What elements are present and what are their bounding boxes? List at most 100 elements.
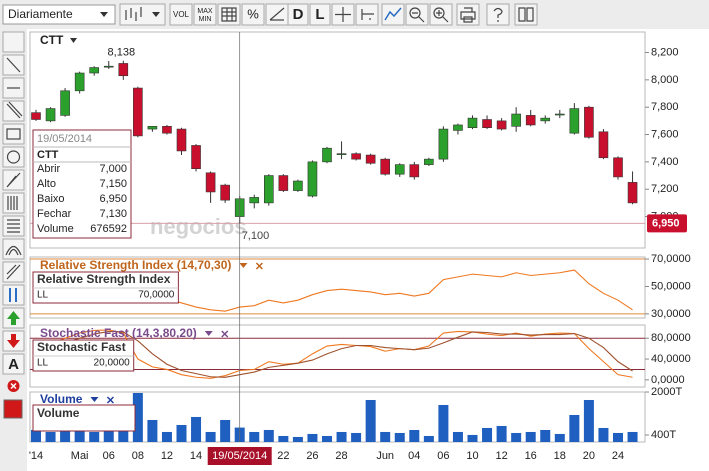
percent-button[interactable]	[241, 3, 265, 26]
candle-body	[336, 153, 347, 155]
candle-body	[525, 115, 536, 126]
legend-row-label: LL	[37, 358, 49, 369]
menu-arrow[interactable]	[204, 331, 213, 336]
chart-type-button[interactable]	[119, 3, 166, 26]
candle-body	[263, 175, 274, 204]
text-button[interactable]	[2, 353, 25, 375]
volume-bar	[511, 432, 522, 442]
close-icon[interactable]	[221, 330, 229, 338]
volume-bar	[132, 392, 143, 442]
icon	[384, 7, 402, 21]
tooltip: 19/05/2014 CTT Abrir 7,000 Alto 7,150 Baixo 6,9…	[32, 129, 132, 239]
y-tick-label: 30,0000	[651, 308, 691, 320]
x-tick-label: 20	[583, 450, 595, 462]
icon	[221, 7, 237, 22]
tool-button[interactable]	[2, 31, 25, 53]
volume-bar	[31, 429, 41, 442]
last-price-label: 6,950	[652, 217, 680, 229]
tool-button[interactable]	[2, 123, 25, 145]
candle-body	[45, 108, 56, 122]
icon	[269, 7, 285, 21]
last-price-box	[647, 214, 687, 233]
y-tick-label: 2000T	[651, 386, 682, 398]
zoom-in-button[interactable]	[429, 3, 453, 26]
volume-bar	[569, 414, 580, 442]
volume-bar	[627, 431, 638, 442]
zoom-out-button[interactable]	[405, 3, 429, 26]
x-tick-label: 18	[554, 450, 566, 462]
y-tick-label: 8,200	[651, 46, 679, 58]
print-button[interactable]	[456, 3, 480, 26]
volume-bar	[263, 429, 274, 442]
volume-bar	[540, 429, 551, 442]
l-button[interactable]	[309, 3, 331, 26]
icon	[7, 311, 20, 325]
candle-body	[365, 154, 376, 164]
volume-bar	[452, 431, 463, 442]
volume-bar	[176, 424, 187, 442]
y-tick-label: 7,800	[651, 101, 679, 113]
menu-arrow[interactable]	[90, 397, 99, 402]
panel	[29, 31, 646, 249]
x-tick-label: 10	[466, 450, 478, 462]
tooltip-box	[32, 129, 132, 239]
max-label: 8,138	[108, 47, 136, 59]
icon	[518, 7, 534, 22]
tool-button[interactable]	[2, 284, 25, 306]
close-icon[interactable]	[255, 262, 263, 270]
indicator-line	[35, 330, 633, 378]
close-icon[interactable]	[106, 396, 114, 404]
icon	[152, 12, 160, 17]
book-button[interactable]	[514, 3, 538, 26]
color-button[interactable]	[3, 399, 23, 419]
volume-bar	[60, 426, 71, 442]
icon	[361, 9, 374, 20]
icon	[7, 196, 18, 210]
tooltip-row-label: Volume	[37, 223, 74, 235]
tool-button[interactable]	[2, 215, 25, 237]
volume-bar	[220, 419, 231, 442]
volume-bar	[351, 432, 362, 442]
volume-bar	[205, 431, 216, 442]
x-tick-label: Jun	[376, 450, 394, 462]
grid-button[interactable]	[217, 3, 241, 26]
candle-body	[31, 112, 41, 120]
candle-body	[394, 164, 405, 175]
candle-body	[249, 197, 260, 204]
vol-button[interactable]	[169, 3, 193, 26]
symbol-arrow[interactable]	[70, 38, 77, 43]
d-button[interactable]	[287, 3, 309, 26]
tooltip-date: 19/05/2014	[37, 133, 92, 145]
legend-name: Volume	[37, 406, 80, 420]
side-buttons: A	[2, 31, 25, 419]
y-tick-label: 70,0000	[651, 253, 691, 265]
dropdown[interactable]	[2, 4, 116, 25]
volume-bar	[292, 436, 303, 442]
candle-body	[118, 63, 129, 77]
dropdown-arrow	[100, 12, 108, 17]
icon	[9, 288, 17, 302]
period-select[interactable]: Diariamente	[2, 4, 116, 25]
candle-body	[482, 119, 492, 128]
candle-body	[191, 145, 201, 170]
legend-name: Relative Strength Index	[37, 272, 171, 286]
toolbar-buttons: VOL MAX MIN % D L	[119, 3, 538, 26]
menu-arrow[interactable]	[239, 263, 248, 268]
x-tick-label: 08	[132, 450, 144, 462]
maxmin-button[interactable]	[193, 3, 217, 26]
tooltip-row-value: 7,150	[99, 178, 127, 190]
volume-bar	[394, 432, 405, 442]
volume-bar	[103, 425, 114, 442]
volume-bar	[74, 429, 85, 442]
candle-body	[351, 153, 361, 160]
tool-button[interactable]	[2, 146, 25, 168]
volume-bar	[423, 435, 434, 442]
button-label: %	[247, 6, 259, 21]
panels: 7,000 7,200 7,400 7,600 7,800 8,000 8,200 30,00…	[29, 31, 691, 465]
candle-body	[89, 67, 99, 74]
volume-bar	[161, 431, 172, 442]
volume-bar	[365, 399, 376, 442]
tooltip-row-label: Abrir	[37, 163, 61, 175]
x-tick-label: 12	[495, 450, 507, 462]
tooltip-row-label: Alto	[37, 178, 56, 190]
